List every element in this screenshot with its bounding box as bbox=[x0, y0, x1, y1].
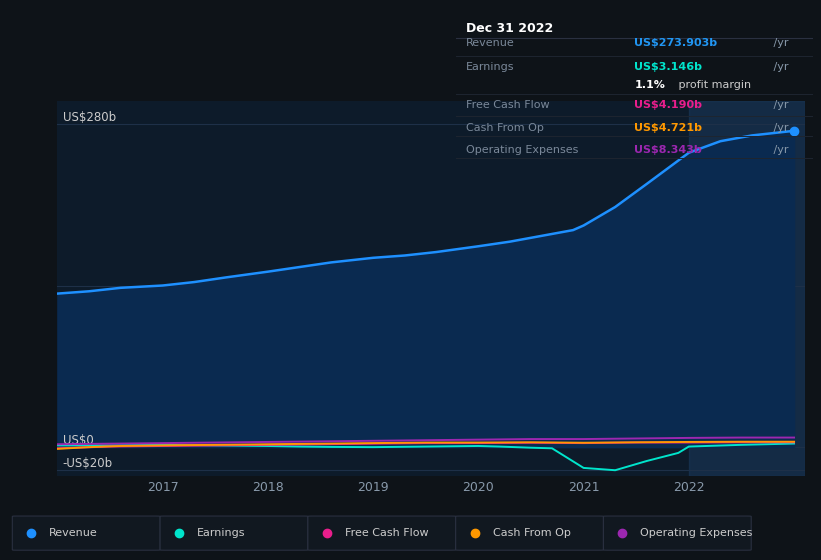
FancyBboxPatch shape bbox=[603, 516, 751, 550]
Text: /yr: /yr bbox=[770, 62, 788, 72]
Text: US$4.721b: US$4.721b bbox=[635, 123, 702, 133]
Text: /yr: /yr bbox=[770, 123, 788, 133]
Text: Operating Expenses: Operating Expenses bbox=[640, 528, 753, 538]
Text: Earnings: Earnings bbox=[197, 528, 245, 538]
Text: Dec 31 2022: Dec 31 2022 bbox=[466, 22, 553, 35]
Text: /yr: /yr bbox=[770, 38, 788, 48]
Text: US$280b: US$280b bbox=[62, 111, 116, 124]
Text: /yr: /yr bbox=[770, 100, 788, 110]
FancyBboxPatch shape bbox=[308, 516, 456, 550]
Text: Operating Expenses: Operating Expenses bbox=[466, 145, 579, 155]
Text: US$8.343b: US$8.343b bbox=[635, 145, 702, 155]
Text: Cash From Op: Cash From Op bbox=[493, 528, 571, 538]
FancyBboxPatch shape bbox=[456, 516, 603, 550]
Text: Earnings: Earnings bbox=[466, 62, 515, 72]
Text: -US$20b: -US$20b bbox=[62, 457, 112, 470]
Text: US$4.190b: US$4.190b bbox=[635, 100, 702, 110]
Text: Free Cash Flow: Free Cash Flow bbox=[466, 100, 550, 110]
Text: US$3.146b: US$3.146b bbox=[635, 62, 702, 72]
Text: /yr: /yr bbox=[770, 145, 788, 155]
Text: profit margin: profit margin bbox=[676, 81, 751, 90]
Bar bbox=[689, 101, 805, 476]
Text: Cash From Op: Cash From Op bbox=[466, 123, 544, 133]
Text: Free Cash Flow: Free Cash Flow bbox=[345, 528, 429, 538]
Text: Revenue: Revenue bbox=[49, 528, 98, 538]
FancyBboxPatch shape bbox=[12, 516, 160, 550]
Text: Revenue: Revenue bbox=[466, 38, 515, 48]
FancyBboxPatch shape bbox=[160, 516, 308, 550]
Text: US$273.903b: US$273.903b bbox=[635, 38, 718, 48]
Text: 1.1%: 1.1% bbox=[635, 81, 665, 90]
Text: US$0: US$0 bbox=[62, 434, 94, 447]
